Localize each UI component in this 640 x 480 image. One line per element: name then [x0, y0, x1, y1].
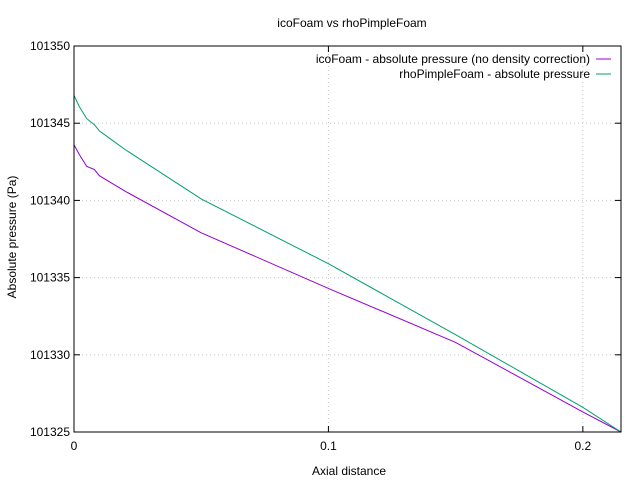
- legend-label-2: rhoPimpleFoam - absolute pressure: [399, 67, 590, 81]
- x-tick-label: 0: [71, 439, 78, 453]
- legend: icoFoam - absolute pressure (no density …: [316, 52, 611, 81]
- x-tick-label: 0.2: [574, 439, 591, 453]
- plot-series: [73, 95, 622, 433]
- y-tick-label: 101350: [30, 39, 70, 53]
- axis-ticks: 101325 101330 101335 101340 101345 101350 0 0.1…: [30, 39, 621, 453]
- series-line-1: [73, 144, 622, 433]
- y-tick-label: 101325: [30, 425, 70, 439]
- x-axis-label: Axial distance: [312, 464, 386, 478]
- y-tick-label: 101335: [30, 271, 70, 285]
- plot-frame: [73, 45, 622, 433]
- grid: [74, 46, 621, 432]
- series-line-2: [73, 95, 622, 433]
- chart-title: icoFoam vs rhoPimpleFoam: [277, 16, 426, 30]
- x-tick-label: 0.1: [320, 439, 337, 453]
- y-tick-label: 101330: [30, 348, 70, 362]
- y-axis-label: Absolute pressure (Pa): [5, 176, 19, 299]
- y-tick-label: 101340: [30, 193, 70, 207]
- y-tick-label: 101345: [30, 116, 70, 130]
- legend-label-1: icoFoam - absolute pressure (no density …: [316, 52, 590, 66]
